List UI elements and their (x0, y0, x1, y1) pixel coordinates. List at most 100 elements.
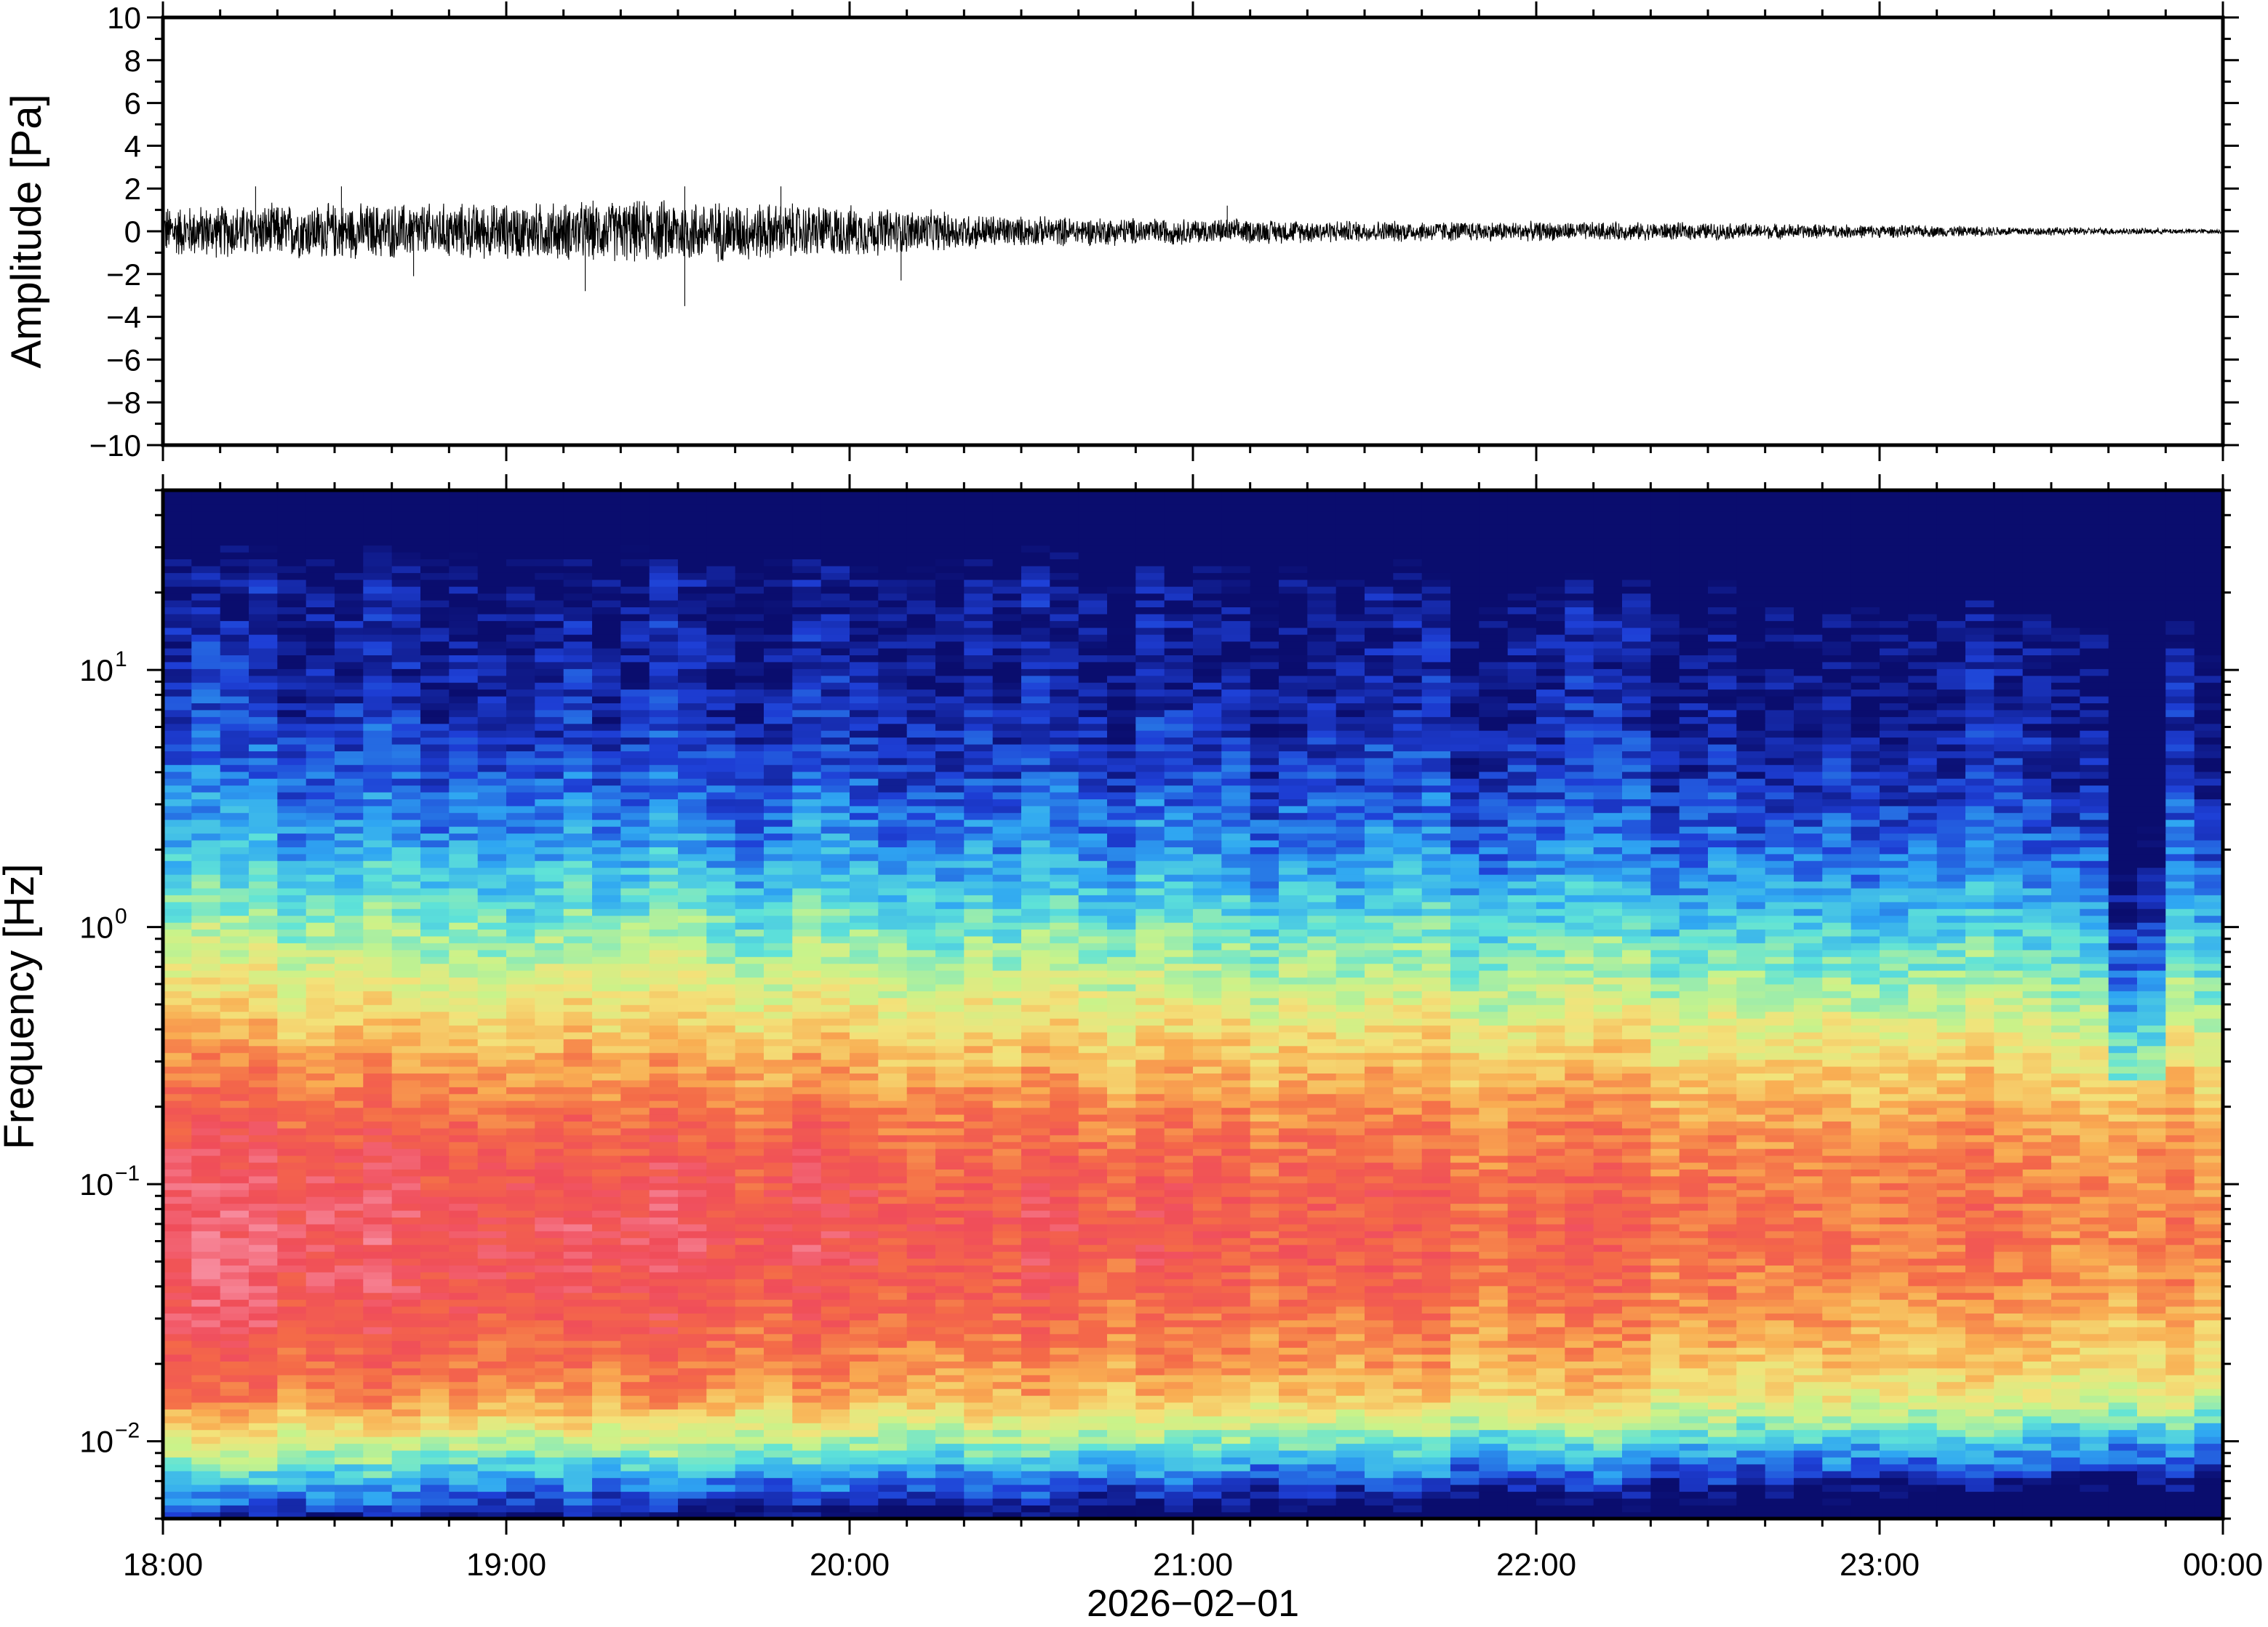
spectrogram-cell (678, 1155, 708, 1163)
spectrogram-cell (992, 1354, 1022, 1362)
spectrogram-cell (678, 1087, 708, 1095)
spectrogram-cell (964, 634, 994, 642)
spectrogram-cell (992, 1367, 1022, 1375)
spectrogram-cell (820, 887, 850, 895)
spectrogram-cell (1078, 908, 1108, 916)
spectrogram-cell (964, 847, 994, 855)
spectrogram-cell (1050, 490, 1079, 498)
spectrogram-cell (335, 771, 364, 779)
spectrogram-cell (535, 977, 564, 985)
spectrogram-cell (850, 799, 879, 807)
spectrogram-cell (335, 490, 364, 498)
spectrogram-cell (1021, 1079, 1051, 1087)
spectrogram-cell (335, 881, 364, 889)
spectrogram-cell (306, 833, 335, 841)
spectrogram-cell (1050, 689, 1079, 697)
spectrogram-cell (820, 943, 850, 951)
spectrogram-cell (992, 1079, 1022, 1087)
spectrogram-cell (764, 1066, 794, 1074)
spectrogram-cell (735, 545, 764, 553)
spectrogram-cell (477, 613, 507, 621)
spectrogram-cell (820, 1285, 850, 1293)
spectrogram-cell (191, 1423, 221, 1431)
spectrogram-cell (935, 1415, 965, 1423)
spectrogram-cell (906, 551, 936, 559)
spectrogram-cell (363, 1477, 393, 1485)
spectrogram-cell (420, 627, 450, 635)
spectrogram-cell (935, 977, 965, 985)
spectrogram-cell (649, 497, 679, 505)
spectrogram-cell (678, 1415, 708, 1423)
spectrogram-cell (335, 675, 364, 683)
spectrogram-cell (706, 1285, 736, 1293)
spectrogram-cell (477, 641, 507, 649)
spectrogram-cell (678, 1073, 708, 1081)
spectrogram-cell (850, 1059, 879, 1067)
spectrogram-cell (764, 1306, 794, 1314)
spectrogram-cell (649, 867, 679, 875)
spectrogram-cell (592, 1087, 622, 1095)
spectrogram-cell (764, 1347, 794, 1355)
spectrogram-cell (535, 887, 564, 895)
spectrogram-cell (191, 887, 221, 895)
spectrogram-cell (649, 751, 679, 759)
spectrogram-cell (678, 1039, 708, 1047)
spectrogram-cell (964, 1463, 994, 1471)
spectrogram-cell (1050, 895, 1079, 903)
spectrogram-cell (420, 1313, 450, 1321)
spectrogram-cell (220, 922, 249, 930)
spectrogram-cell (649, 1498, 679, 1506)
spectrogram-cell (335, 895, 364, 903)
spectrogram-cell (620, 1409, 650, 1417)
spectrogram-cell (391, 1471, 421, 1479)
spectrogram-cell (706, 1155, 736, 1163)
spectrogram-cell (1078, 1354, 1108, 1362)
spectrogram-cell (506, 839, 536, 847)
spectrogram-cell (706, 1258, 736, 1266)
spectrogram-cell (735, 1388, 764, 1396)
spectrogram-cell (249, 943, 279, 951)
spectrogram-cell (1021, 1251, 1051, 1259)
spectrogram-cell (363, 1463, 393, 1471)
spectrogram-cell (992, 1025, 1022, 1033)
spectrogram-cell (820, 1196, 850, 1204)
spectrogram-cell (878, 620, 908, 628)
spectrogram-cell (964, 991, 994, 999)
spectrogram-cell (506, 956, 536, 964)
spectrogram-cell (163, 579, 193, 587)
spectrogram-cell (992, 819, 1022, 827)
spectrogram-cell (678, 1018, 708, 1026)
spectrogram-cell (335, 1251, 364, 1259)
spectrogram-cell (906, 819, 936, 827)
spectrogram-cell (935, 785, 965, 793)
spectrogram-cell (792, 764, 822, 772)
spectrogram-cell (506, 1141, 536, 1149)
spectrogram-cell (706, 675, 736, 683)
spectrogram-cell (850, 709, 879, 717)
spectrogram-cell (506, 497, 536, 505)
spectrogram-cell (506, 517, 536, 525)
spectrogram-cell (163, 1059, 193, 1067)
spectrogram-cell (449, 579, 479, 587)
spectrogram-cell (1078, 1415, 1108, 1423)
spectrogram-cell (420, 1354, 450, 1362)
spectrogram-cell (1050, 1059, 1079, 1067)
spectrogram-cell (191, 1319, 221, 1327)
spectrogram-cell (477, 799, 507, 807)
spectrogram-cell (878, 511, 908, 519)
spectrogram-cell (649, 777, 679, 786)
spectrogram-cell (306, 607, 335, 615)
spectrogram-cell (850, 977, 879, 985)
spectrogram-cell (306, 1367, 335, 1375)
spectrogram-cell (249, 1196, 279, 1204)
spectrogram-cell (592, 799, 622, 807)
spectrogram-cell (935, 668, 965, 676)
spectrogram-cell (620, 641, 650, 649)
spectrogram-cell (792, 895, 822, 903)
spectrogram-cell (535, 1375, 564, 1383)
spectrogram-cell (735, 785, 764, 793)
spectrogram-cell (935, 1354, 965, 1362)
spectrogram-cell (964, 524, 994, 532)
spectrogram-cell (563, 559, 593, 567)
spectrogram-cell (764, 908, 794, 916)
